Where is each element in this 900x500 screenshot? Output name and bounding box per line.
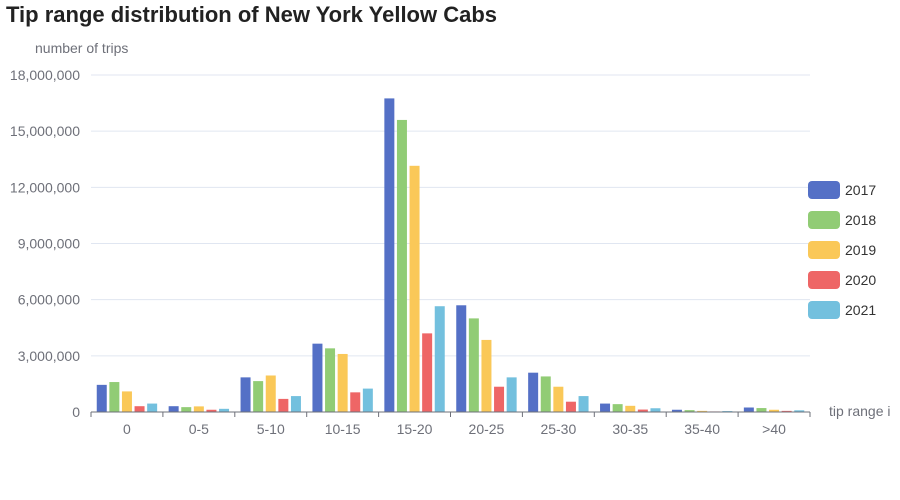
bar-2020-15-20[interactable] xyxy=(422,333,433,412)
y-tick-label: 9,000,000 xyxy=(18,236,80,252)
legend-item-2020[interactable]: 2020 xyxy=(808,271,876,289)
bar-2018-15-20[interactable] xyxy=(396,119,407,412)
x-tick-label: 35-40 xyxy=(684,421,720,437)
legend-item-2017[interactable]: 2017 xyxy=(808,181,876,199)
bar-2017-25-30[interactable] xyxy=(528,372,539,412)
bar-2018-0[interactable] xyxy=(109,382,120,412)
x-axis-label: tip range i xyxy=(829,403,890,419)
legend-item-2021[interactable]: 2021 xyxy=(808,301,876,319)
y-tick-label: 0 xyxy=(72,404,80,420)
legend-item-2018[interactable]: 2018 xyxy=(808,211,876,229)
bar-2017-15-20[interactable] xyxy=(384,98,395,413)
legend-swatch xyxy=(808,241,840,259)
bar-2020-5-10[interactable] xyxy=(278,398,289,412)
bar-2021->40[interactable] xyxy=(794,410,805,412)
y-tick-label: 15,000,000 xyxy=(10,123,80,139)
x-tick-label: 10-15 xyxy=(325,421,361,437)
bar-2019-15-20[interactable] xyxy=(409,165,420,412)
bar-2020-25-30[interactable] xyxy=(565,401,576,412)
bar-2017-20-25[interactable] xyxy=(456,305,467,412)
bar-2017-35-40[interactable] xyxy=(671,409,682,412)
bar-2021-0[interactable] xyxy=(147,403,158,412)
gridlines xyxy=(91,74,810,357)
bar-2018-20-25[interactable] xyxy=(468,318,479,412)
bar-2021-20-25[interactable] xyxy=(506,377,517,412)
x-tick-label: 5-10 xyxy=(257,421,285,437)
y-tick-label: 12,000,000 xyxy=(10,179,80,195)
bar-2017-10-15[interactable] xyxy=(312,343,323,412)
x-tick-label: 15-20 xyxy=(397,421,433,437)
bar-2021-5-10[interactable] xyxy=(290,396,301,412)
y-tick-label: 6,000,000 xyxy=(18,292,80,308)
legend-item-2019[interactable]: 2019 xyxy=(808,241,876,259)
bar-2020-20-25[interactable] xyxy=(494,386,505,412)
bar-2021-25-30[interactable] xyxy=(578,396,589,412)
x-tick-label: 30-35 xyxy=(612,421,648,437)
x-tick-label: 0-5 xyxy=(189,421,209,437)
bar-2018-10-15[interactable] xyxy=(325,348,336,412)
x-tick-label: >40 xyxy=(762,421,786,437)
bar-2019-0[interactable] xyxy=(121,391,132,412)
bar-2020-0[interactable] xyxy=(134,406,145,412)
bar-2017->40[interactable] xyxy=(743,407,754,412)
bar-2018-30-35[interactable] xyxy=(612,404,623,412)
legend-swatch xyxy=(808,271,840,289)
legend-swatch xyxy=(808,301,840,319)
y-axis: 0 3,000,000 6,000,000 9,000,000 12,000,000 15… xyxy=(10,67,80,420)
bar-2019-5-10[interactable] xyxy=(265,375,276,412)
x-tick-label: 20-25 xyxy=(469,421,505,437)
x-tick-label: 0 xyxy=(123,421,131,437)
bar-2018-0-5[interactable] xyxy=(181,407,192,412)
bar-2020-10-15[interactable] xyxy=(350,392,361,412)
bar-2020->40[interactable] xyxy=(781,410,792,412)
bar-2017-0-5[interactable] xyxy=(168,406,179,412)
bar-2017-5-10[interactable] xyxy=(240,377,251,412)
legend[interactable]: 2017 2018 2019 2020 2021 xyxy=(808,181,876,319)
legend-label: 2019 xyxy=(845,242,876,258)
bar-2018-25-30[interactable] xyxy=(540,376,551,412)
legend-label: 2017 xyxy=(845,182,876,198)
chart-title: Tip range distribution of New York Yello… xyxy=(6,2,498,27)
bar-2019-0-5[interactable] xyxy=(193,406,204,412)
y-axis-label: number of trips xyxy=(35,40,128,56)
bar-2019-25-30[interactable] xyxy=(553,386,564,412)
bar-2021-0-5[interactable] xyxy=(219,408,230,412)
bar-2018-35-40[interactable] xyxy=(684,410,695,412)
x-axis xyxy=(90,411,811,417)
bar-2019->40[interactable] xyxy=(769,409,780,412)
bars xyxy=(96,98,805,413)
x-tick-label: 25-30 xyxy=(540,421,576,437)
legend-swatch xyxy=(808,211,840,229)
bar-2021-30-35[interactable] xyxy=(650,408,661,412)
legend-label: 2021 xyxy=(845,302,876,318)
y-tick-label: 18,000,000 xyxy=(10,67,80,83)
bar-2021-10-15[interactable] xyxy=(362,388,373,412)
x-tick-labels: 0 0-5 5-10 10-15 15-20 20-25 25-30 30-35 35-40 >4… xyxy=(123,421,786,437)
bar-2019-30-35[interactable] xyxy=(625,405,636,412)
bar-2019-20-25[interactable] xyxy=(481,339,492,412)
bar-2019-10-15[interactable] xyxy=(337,353,348,412)
bar-2017-0[interactable] xyxy=(96,384,107,412)
bar-2020-30-35[interactable] xyxy=(637,409,648,412)
bar-2019-35-40[interactable] xyxy=(697,410,708,412)
bar-2018->40[interactable] xyxy=(756,408,767,412)
legend-label: 2020 xyxy=(845,272,876,288)
bar-2021-15-20[interactable] xyxy=(434,306,445,412)
legend-label: 2018 xyxy=(845,212,876,228)
bar-2018-5-10[interactable] xyxy=(253,381,264,412)
y-tick-label: 3,000,000 xyxy=(18,348,80,364)
legend-swatch xyxy=(808,181,840,199)
bar-2017-30-35[interactable] xyxy=(600,403,611,412)
bar-2020-0-5[interactable] xyxy=(206,409,217,412)
